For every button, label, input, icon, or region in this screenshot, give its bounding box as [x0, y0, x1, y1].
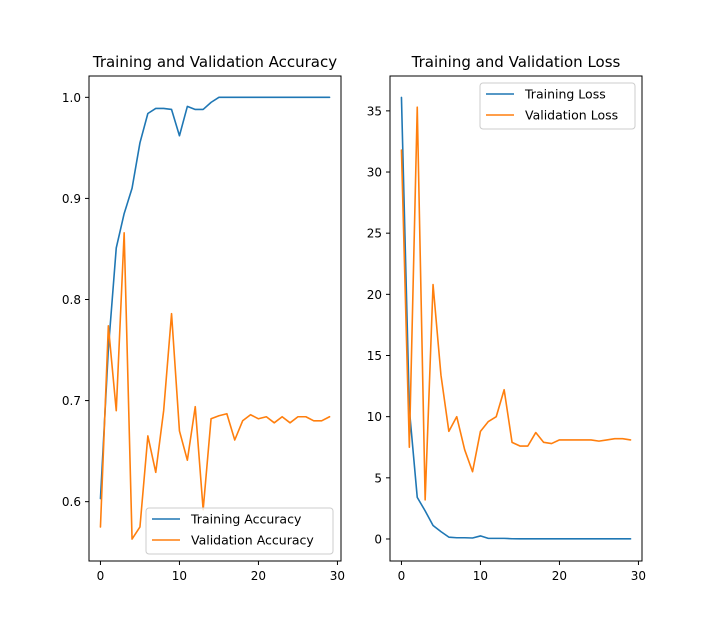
series-line-training-loss: [400, 96, 632, 540]
y-tick-label: 15: [367, 349, 382, 363]
y-tick-label: 0.9: [62, 192, 81, 206]
legend-label-training-loss: Training Loss: [524, 87, 606, 102]
x-tick-label: 20: [552, 569, 567, 583]
accuracy-ticks: 0 10 20 30 0.6 0.7 0.8 0.9 1.0: [62, 91, 345, 583]
loss-legend-box: [479, 82, 636, 130]
legend-label-training-accuracy: Training Accuracy: [190, 512, 302, 527]
accuracy-chart-title: Training and Validation Accuracy: [92, 53, 337, 71]
x-tick-label: 30: [631, 569, 646, 583]
y-tick-label: 0: [374, 532, 382, 546]
x-tick-label: 10: [172, 569, 187, 583]
loss-axes-frame: [389, 75, 643, 562]
loss-series-lines: [400, 96, 632, 540]
y-tick-label: 35: [367, 104, 382, 118]
legend-label-validation-loss: Validation Loss: [525, 108, 618, 123]
y-tick-label: 0.7: [62, 394, 81, 408]
x-tick-label: 0: [398, 569, 406, 583]
x-tick-label: 0: [97, 569, 105, 583]
y-tick-label: 0.8: [62, 293, 81, 307]
y-tick-label: 0.6: [62, 495, 81, 509]
y-tick-label: 5: [374, 471, 382, 485]
y-tick-label: 1.0: [62, 91, 81, 105]
loss-ticks: 0 10 20 30 0 5 10 15 20 25 30 35: [367, 104, 646, 583]
legend-label-validation-accuracy: Validation Accuracy: [191, 533, 314, 548]
x-tick-label: 30: [330, 569, 345, 583]
accuracy-axes-frame: [88, 75, 342, 562]
y-tick-label: 10: [367, 410, 382, 424]
series-line-validation-loss: [400, 106, 632, 501]
loss-legend: Training Loss Validation Loss: [479, 82, 636, 130]
accuracy-legend: Training Accuracy Validation Accuracy: [145, 507, 334, 555]
x-tick-label: 20: [251, 569, 266, 583]
x-tick-label: 10: [473, 569, 488, 583]
y-tick-label: 20: [367, 288, 382, 302]
accuracy-chart: Training and Validation Accuracy 0 10 20 30…: [62, 53, 345, 583]
series-line-training-accuracy: [99, 96, 331, 500]
loss-chart-title: Training and Validation Loss: [411, 53, 621, 71]
accuracy-legend-box: [145, 507, 334, 555]
accuracy-series-lines: [99, 96, 331, 540]
series-line-validation-accuracy: [99, 231, 331, 540]
y-tick-label: 25: [367, 227, 382, 241]
y-tick-label: 30: [367, 166, 382, 180]
loss-chart: Training and Validation Loss 0 10 20 30 0 5 10…: [367, 53, 646, 583]
